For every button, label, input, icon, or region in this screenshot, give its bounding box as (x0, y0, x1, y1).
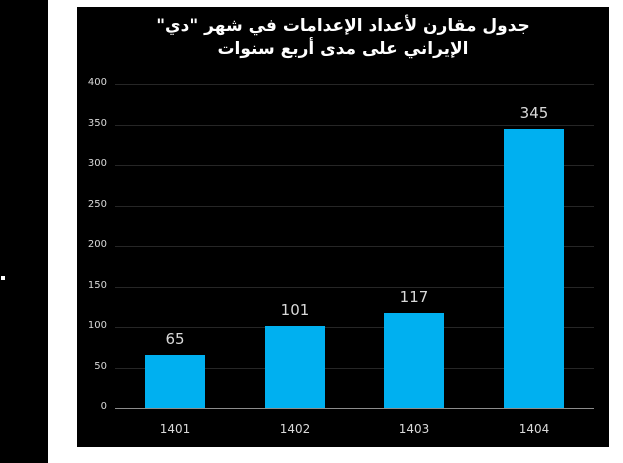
data-label: 65 (165, 330, 185, 348)
gridline (115, 84, 594, 85)
left-black-strip (0, 0, 48, 463)
y-tick-label: 50 (94, 361, 107, 372)
bar-1403 (384, 313, 444, 408)
gridline (115, 206, 594, 207)
y-tick-label: 350 (87, 118, 107, 129)
y-tick-label: 150 (87, 280, 107, 291)
y-tick-label: 300 (87, 158, 107, 169)
gridline (115, 287, 594, 288)
chart-panel: جدول مقارن لأعداد الإعدامات في شهر "دي" … (77, 7, 609, 447)
data-label: 117 (399, 288, 429, 306)
y-tick-label: 400 (87, 77, 107, 88)
gridline (115, 246, 594, 247)
y-tick-label: 250 (87, 199, 107, 210)
y-tick-label: 0 (100, 401, 107, 412)
y-tick-label: 100 (87, 320, 107, 331)
gridline (115, 327, 594, 328)
gridline (115, 165, 594, 166)
chart-title-line-2: الإيراني على مدى أربع سنوات (217, 39, 469, 59)
x-tick-label: 1402 (279, 422, 311, 436)
gridline (115, 125, 594, 126)
chart-title-line-1: جدول مقارن لأعداد الإعدامات في شهر "دي" (156, 16, 530, 36)
data-label: 101 (280, 301, 310, 319)
x-tick-label: 1401 (159, 422, 191, 436)
y-tick-label: 200 (87, 239, 107, 250)
x-tick-label: 1404 (518, 422, 550, 436)
bar-1404 (504, 129, 564, 408)
data-label: 345 (519, 104, 549, 122)
x-axis-line (115, 408, 594, 409)
decorative-dot (1, 276, 5, 280)
chart-title: جدول مقارن لأعداد الإعدامات في شهر "دي" … (77, 15, 609, 61)
bar-1401 (145, 355, 205, 408)
bar-1402 (265, 326, 325, 408)
x-tick-label: 1403 (398, 422, 430, 436)
gridline (115, 368, 594, 369)
